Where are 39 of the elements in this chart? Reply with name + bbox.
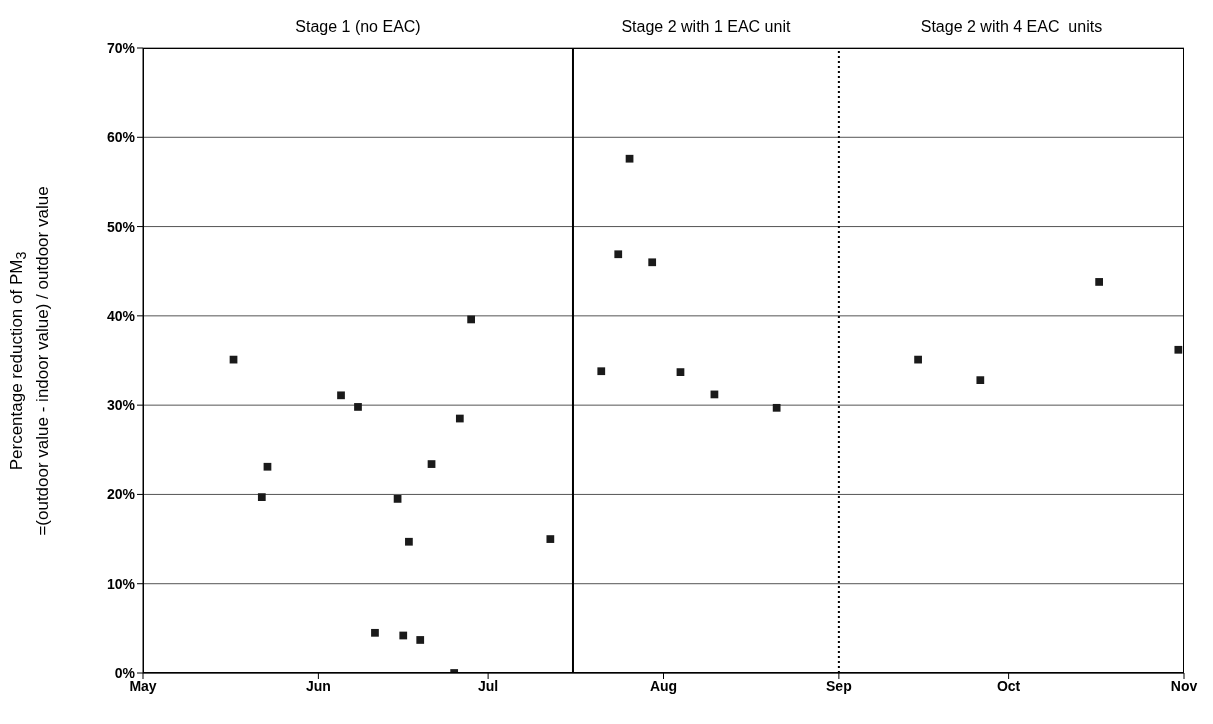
point: [393, 495, 402, 503]
point: [405, 537, 413, 546]
point: [455, 414, 464, 423]
text: Stage 2 with 4 EAC units: [919, 18, 1104, 36]
point: [597, 367, 606, 376]
point: [416, 636, 425, 644]
point: [1174, 345, 1183, 354]
y-tick-label: 60%: [106, 129, 136, 146]
point: [354, 403, 362, 411]
point: [1095, 278, 1104, 286]
point: [614, 250, 623, 259]
point: [648, 258, 657, 267]
point: [263, 462, 272, 471]
point: [676, 368, 685, 376]
point: [371, 628, 379, 637]
x-tick-label: Oct: [996, 677, 1021, 694]
x-tick-label: Jul: [478, 677, 499, 694]
y-tick-label: 50%: [106, 218, 136, 235]
point: [914, 355, 922, 364]
point: [467, 315, 476, 324]
text: Stage 2 with 1 EAC unit: [620, 18, 792, 36]
x-tick-label: Nov: [1170, 677, 1198, 694]
point: [625, 154, 634, 163]
text: Stage 1 (no EAC): [294, 18, 422, 36]
point: [257, 493, 266, 501]
x-tick-label: Jun: [305, 677, 331, 694]
x-tick-label: Aug: [649, 677, 678, 694]
point: [399, 631, 408, 640]
y-tick-label: 20%: [106, 486, 136, 503]
y-tick-label: 40%: [106, 307, 136, 324]
point: [427, 460, 436, 468]
y-tick-label: 30%: [106, 397, 136, 414]
x-tick-label: Sep: [826, 677, 852, 694]
point: [976, 376, 985, 385]
point: [546, 535, 555, 543]
y-tick-label: 70%: [106, 39, 136, 56]
point: [337, 391, 345, 400]
point: [772, 403, 781, 412]
y-tick-label: 10%: [106, 575, 136, 592]
